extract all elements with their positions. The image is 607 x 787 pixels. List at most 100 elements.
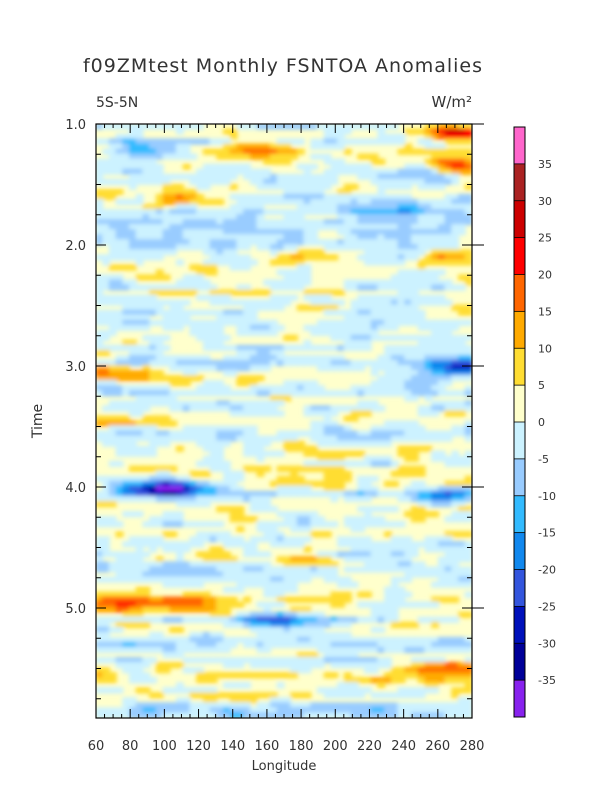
field-cell xyxy=(175,485,184,493)
field-cell xyxy=(108,490,117,498)
field-cell xyxy=(330,687,339,694)
field-cell xyxy=(276,485,285,493)
field-cell xyxy=(417,707,426,714)
field-cell xyxy=(196,274,205,281)
field-cell xyxy=(122,219,131,226)
field-cell xyxy=(431,495,440,503)
field-cell xyxy=(189,636,198,644)
field-cell xyxy=(397,420,406,427)
field-cell xyxy=(263,435,272,442)
field-cell xyxy=(377,314,386,321)
field-cell xyxy=(296,611,305,618)
field-cell xyxy=(128,697,137,704)
field-cell xyxy=(189,480,198,488)
field-cell xyxy=(196,581,205,588)
field-cell xyxy=(283,641,292,649)
field-cell xyxy=(102,224,111,231)
field-cell xyxy=(404,445,413,452)
field-cell xyxy=(169,400,178,407)
field-cell xyxy=(303,264,312,271)
field-cell xyxy=(162,183,171,191)
field-cell xyxy=(410,702,419,709)
field-cell xyxy=(384,168,393,175)
field-cell xyxy=(384,239,393,246)
field-cell xyxy=(229,168,238,175)
field-cell xyxy=(424,616,433,623)
field-cell xyxy=(431,677,440,684)
field-cell xyxy=(390,349,399,357)
field-cell xyxy=(404,229,413,236)
field-cell xyxy=(337,193,346,201)
field-cell xyxy=(222,219,231,226)
field-cell xyxy=(182,495,191,503)
field-cell xyxy=(290,259,299,266)
field-cell xyxy=(149,173,158,180)
field-cell xyxy=(175,229,184,236)
field-cell xyxy=(437,239,446,246)
field-cell xyxy=(135,158,144,165)
field-cell xyxy=(431,536,440,543)
field-cell xyxy=(108,641,117,649)
field-cell xyxy=(243,284,252,291)
field-cell xyxy=(169,435,178,442)
field-cell xyxy=(417,480,426,488)
field-cell xyxy=(410,420,419,427)
field-cell xyxy=(128,495,137,503)
field-cell xyxy=(457,707,466,714)
field-cell xyxy=(296,621,305,628)
field-cell xyxy=(370,430,379,437)
field-cell xyxy=(437,667,446,674)
field-cell xyxy=(115,133,124,140)
field-cell xyxy=(175,203,184,211)
field-cell xyxy=(162,485,171,493)
field-cell xyxy=(175,188,184,196)
field-cell xyxy=(229,259,238,266)
field-cell xyxy=(397,536,406,543)
field-cell xyxy=(182,239,191,246)
field-cell xyxy=(269,656,278,664)
field-cell xyxy=(310,203,319,211)
field-cell xyxy=(162,400,171,407)
field-cell xyxy=(310,294,319,301)
field-cell xyxy=(229,692,238,699)
field-cell xyxy=(182,541,191,548)
field-cell xyxy=(384,214,393,221)
colorbar-box xyxy=(514,237,525,275)
field-cell xyxy=(142,707,151,714)
field-cell xyxy=(162,375,171,382)
field-cell xyxy=(457,219,466,226)
field-cell xyxy=(384,203,393,211)
field-cell xyxy=(135,636,144,644)
field-cell xyxy=(444,546,453,553)
field-cell xyxy=(323,138,332,145)
field-cell xyxy=(256,324,265,331)
field-cell xyxy=(343,224,352,231)
field-cell xyxy=(370,707,379,714)
field-cell xyxy=(216,692,225,699)
field-cell xyxy=(343,214,352,221)
field-cell xyxy=(384,702,393,709)
field-cell xyxy=(323,485,332,493)
field-cell xyxy=(276,400,285,407)
field-cell xyxy=(397,521,406,528)
field-cell xyxy=(357,229,366,236)
field-cell xyxy=(350,334,359,342)
field-cell xyxy=(296,561,305,568)
field-cell xyxy=(202,390,211,397)
field-cell xyxy=(370,616,379,623)
field-cell xyxy=(404,636,413,644)
field-cell xyxy=(229,697,238,704)
field-cell xyxy=(149,546,158,553)
field-cell xyxy=(316,359,325,367)
field-cell xyxy=(216,656,225,664)
field-cell xyxy=(115,390,124,397)
field-cell xyxy=(283,254,292,261)
field-cell xyxy=(108,405,117,412)
colorbar-box xyxy=(514,643,525,681)
field-cell xyxy=(269,505,278,513)
field-cell xyxy=(276,611,285,618)
field-cell xyxy=(108,143,117,150)
field-cell xyxy=(303,511,312,518)
field-cell xyxy=(424,566,433,573)
field-cell xyxy=(269,480,278,488)
